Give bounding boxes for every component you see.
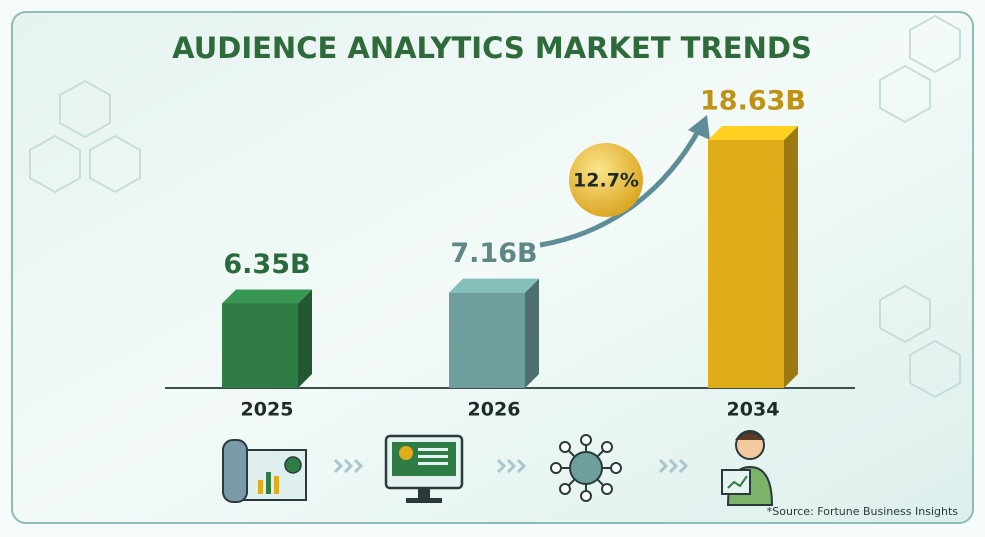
- bar: [222, 303, 298, 388]
- source-note: *Source: Fortune Business Insights: [767, 505, 958, 518]
- bar-top: [708, 126, 798, 140]
- value-label: 6.35B: [223, 249, 310, 280]
- x-tick-label: 2025: [241, 399, 294, 421]
- value-label: 18.63B: [700, 86, 806, 117]
- cagr-badge: [569, 143, 643, 217]
- bar-top: [449, 278, 539, 293]
- hexagon-decor: [29, 14, 961, 399]
- icon-person: [721, 430, 774, 506]
- chevrons: [333, 458, 689, 474]
- bar: [708, 140, 784, 388]
- value-label: 7.16B: [450, 238, 537, 269]
- growth-arrowhead: [688, 115, 710, 140]
- icon-network: [550, 434, 622, 502]
- bar-side: [525, 278, 539, 388]
- x-tick-label: 2026: [468, 399, 521, 421]
- bar: [449, 292, 525, 388]
- chart-title: AUDIENCE ANALYTICS MARKET TRENDS: [172, 31, 812, 65]
- bar-top: [222, 289, 312, 304]
- bar-side: [784, 126, 798, 388]
- cagr-label: 12.7%: [573, 170, 639, 192]
- bar-side: [298, 289, 312, 388]
- x-tick-label: 2034: [727, 399, 780, 421]
- icon-monitor: [384, 434, 464, 503]
- icon-map: [222, 439, 307, 503]
